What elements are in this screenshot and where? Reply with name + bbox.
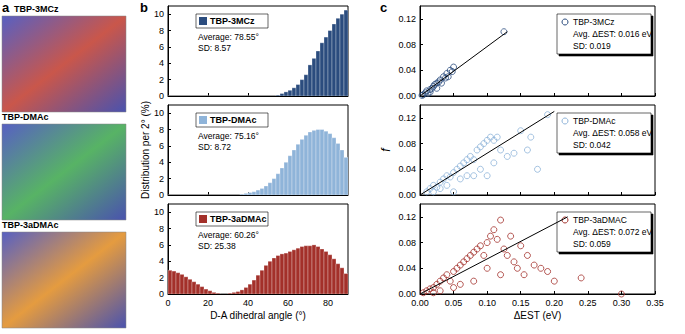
svg-text:ΔEST (eV): ΔEST (eV) xyxy=(514,310,562,321)
svg-text:SD: 25.38: SD: 25.38 xyxy=(198,241,236,251)
svg-text:0.35: 0.35 xyxy=(646,298,664,308)
svg-text:0.04: 0.04 xyxy=(398,65,416,75)
svg-text:Distribution per 2° (%): Distribution per 2° (%) xyxy=(140,101,151,199)
svg-text:TBP-DMAc: TBP-DMAc xyxy=(573,116,616,126)
svg-text:b: b xyxy=(140,0,148,15)
svg-text:2: 2 xyxy=(159,75,164,85)
svg-text:4: 4 xyxy=(159,256,164,266)
svg-text:40: 40 xyxy=(243,298,253,308)
svg-text:80: 80 xyxy=(323,298,333,308)
svg-text:10: 10 xyxy=(154,9,164,19)
svg-text:Avg. ΔEST: 0.016 eV: Avg. ΔEST: 0.016 eV xyxy=(573,29,653,39)
svg-text:c: c xyxy=(380,0,387,15)
svg-text:0.30: 0.30 xyxy=(613,298,631,308)
svg-text:0.25: 0.25 xyxy=(579,298,597,308)
svg-text:0.00: 0.00 xyxy=(411,298,429,308)
svg-text:SD: 0.042: SD: 0.042 xyxy=(573,140,611,150)
svg-text:f: f xyxy=(379,147,393,152)
svg-text:20: 20 xyxy=(203,298,213,308)
svg-text:0.00: 0.00 xyxy=(398,190,416,200)
svg-text:Average: 75.16°: Average: 75.16° xyxy=(198,131,259,141)
svg-text:TBP-DMAc: TBP-DMAc xyxy=(210,115,257,125)
svg-text:0.04: 0.04 xyxy=(398,164,416,174)
svg-text:Avg. ΔEST: 0.058 eV: Avg. ΔEST: 0.058 eV xyxy=(573,128,653,138)
svg-text:TBP-3aDMAC: TBP-3aDMAC xyxy=(573,215,627,225)
svg-text:0.10: 0.10 xyxy=(478,298,496,308)
svg-text:8: 8 xyxy=(159,224,164,234)
svg-text:4: 4 xyxy=(159,157,164,167)
svg-text:Avg. ΔEST: 0.072 eV: Avg. ΔEST: 0.072 eV xyxy=(573,227,653,237)
svg-text:6: 6 xyxy=(159,141,164,151)
svg-text:8: 8 xyxy=(159,125,164,135)
svg-text:0: 0 xyxy=(159,190,164,200)
svg-text:Average: 60.26°: Average: 60.26° xyxy=(198,230,259,240)
svg-text:6: 6 xyxy=(159,42,164,52)
svg-text:0.12: 0.12 xyxy=(398,113,416,123)
svg-text:0: 0 xyxy=(165,298,170,308)
svg-text:TBP-DMAc: TBP-DMAc xyxy=(2,112,49,122)
svg-text:0.00: 0.00 xyxy=(398,289,416,299)
svg-text:TBP-3MCz: TBP-3MCz xyxy=(14,4,59,14)
svg-text:Average: 78.55°: Average: 78.55° xyxy=(198,32,259,42)
svg-text:a: a xyxy=(2,0,10,15)
svg-text:SD: 8.57: SD: 8.57 xyxy=(198,43,231,53)
svg-text:60: 60 xyxy=(283,298,293,308)
svg-text:0.08: 0.08 xyxy=(398,40,416,50)
svg-text:0.08: 0.08 xyxy=(398,139,416,149)
svg-text:0.12: 0.12 xyxy=(398,14,416,24)
svg-text:0.05: 0.05 xyxy=(445,298,463,308)
svg-text:0.04: 0.04 xyxy=(398,263,416,273)
svg-text:TBP-3MCz: TBP-3MCz xyxy=(210,16,255,26)
svg-text:0.00: 0.00 xyxy=(398,91,416,101)
svg-text:0: 0 xyxy=(159,91,164,101)
svg-text:SD: 0.019: SD: 0.019 xyxy=(573,41,611,51)
svg-text:10: 10 xyxy=(154,108,164,118)
svg-text:8: 8 xyxy=(159,26,164,36)
svg-text:0.15: 0.15 xyxy=(512,298,530,308)
svg-text:0.20: 0.20 xyxy=(546,298,564,308)
svg-text:2: 2 xyxy=(159,174,164,184)
svg-text:4: 4 xyxy=(159,58,164,68)
svg-text:2: 2 xyxy=(159,273,164,283)
svg-text:0.08: 0.08 xyxy=(398,238,416,248)
svg-text:10: 10 xyxy=(154,207,164,217)
svg-text:0.12: 0.12 xyxy=(398,212,416,222)
svg-text:TBP-3aDMAc: TBP-3aDMAc xyxy=(2,220,59,230)
svg-text:D-A dihedral angle (°): D-A dihedral angle (°) xyxy=(210,310,306,321)
svg-text:SD: 0.059: SD: 0.059 xyxy=(573,239,611,249)
svg-text:0: 0 xyxy=(159,289,164,299)
svg-text:6: 6 xyxy=(159,240,164,250)
svg-text:TBP-3MCz: TBP-3MCz xyxy=(573,17,615,27)
svg-text:TBP-3aDMAc: TBP-3aDMAc xyxy=(210,214,267,224)
svg-text:SD: 8.72: SD: 8.72 xyxy=(198,142,231,152)
